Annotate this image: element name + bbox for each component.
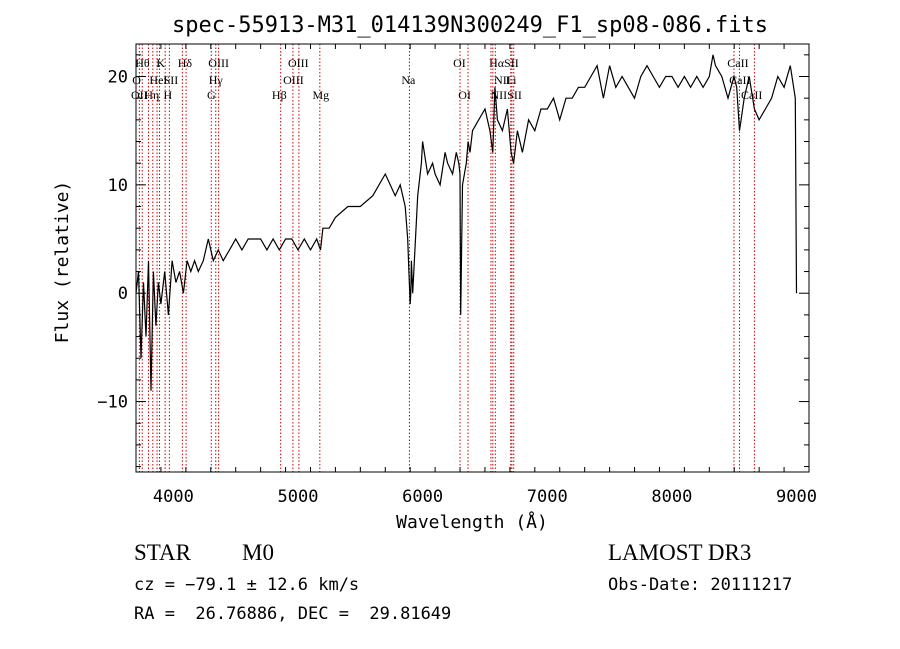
spectral-line-label: NIISII <box>490 88 521 102</box>
y-tick-label: −10 <box>97 393 128 413</box>
y-tick-label: 10 <box>108 176 128 196</box>
spectral-line-label: Hδ <box>178 56 193 70</box>
y-tick-label: 20 <box>108 68 128 88</box>
spectral-line-label: CaII <box>727 56 748 70</box>
chart-title: spec-55913-M31_014139N300249_F1_sp08-086… <box>172 13 768 38</box>
spectral-line-label: G <box>207 88 216 102</box>
coordinates-readout: RA = 26.76886, DEC = 29.81649 <box>134 604 452 624</box>
spectral-line-label: H <box>163 88 172 102</box>
y-tick-label: 0 <box>118 284 128 304</box>
spectral-line-label: OII <box>131 88 148 102</box>
spectral-line-label: Hη <box>144 88 159 102</box>
spectral-line-label: OI <box>458 88 471 102</box>
spectral-line-label: OIII <box>283 73 304 87</box>
spectral-line-label: O <box>132 73 141 87</box>
spectral-line-label: Mg <box>312 88 329 102</box>
y-axis-label: Flux (relative) <box>52 181 73 344</box>
x-tick-label: 6000 <box>402 487 443 507</box>
spectral-line-label: Hθ <box>135 56 150 70</box>
x-tick-label: 5000 <box>278 487 319 507</box>
plot-frame <box>135 43 810 473</box>
x-tick-label: 7000 <box>527 487 568 507</box>
spectral-line-label: Hγ <box>209 73 224 87</box>
spectral-line-label: K <box>156 56 165 70</box>
object-subclass: M0 <box>242 540 274 565</box>
redshift-readout: cz = −79.1 ± 12.6 km/s <box>134 575 360 595</box>
marker-lines <box>138 44 755 472</box>
object-class: STAR <box>134 540 191 565</box>
spectral-line-label: SII <box>164 73 179 87</box>
spectral-line-label: Na <box>401 73 416 87</box>
x-axis-label: Wavelength (Å) <box>396 511 548 533</box>
spectral-line-label: Hβ <box>272 88 287 102</box>
spectrum-line <box>135 54 798 391</box>
x-tick-label: 8000 <box>651 487 692 507</box>
x-tick-label: 9000 <box>776 487 817 507</box>
y-axis: −10 0 10 20 <box>97 54 809 468</box>
spectral-line-label: HαSII <box>489 56 519 70</box>
x-tick-label: 4000 <box>153 487 194 507</box>
catalog-name: LAMOST DR3 <box>608 540 752 565</box>
spectral-line-label: OI <box>453 56 466 70</box>
spectral-line-label: OIII <box>208 56 229 70</box>
spectral-line-label: HeI <box>149 73 167 87</box>
x-axis: 4000 5000 6000 7000 8000 9000 <box>135 44 817 507</box>
spectral-line-label: OIII <box>288 56 309 70</box>
observation-date: Obs-Date: 20111217 <box>608 575 793 595</box>
spectral-line-label: NII <box>494 73 511 87</box>
spectral-line-label: Li <box>506 73 517 87</box>
